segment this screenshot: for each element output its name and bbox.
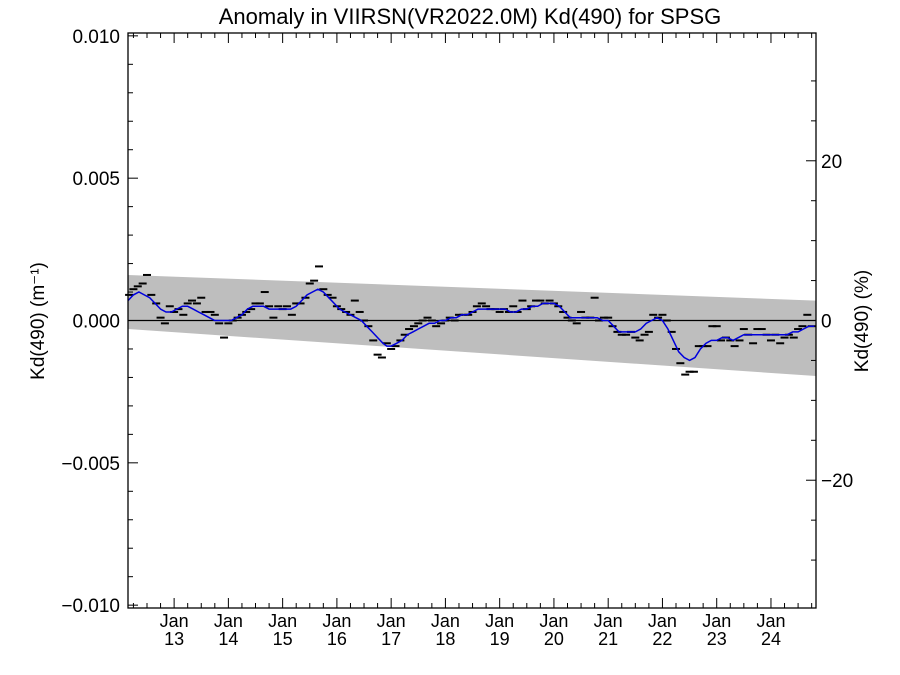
y-tick-label-left: −0.010 [61, 596, 120, 617]
x-tick-label-month: Jan [594, 611, 623, 631]
y-tick-label-left: 0.000 [72, 312, 120, 333]
x-tick-label-year: 13 [164, 629, 184, 649]
y-axis-label-left: Kd(490) (m⁻¹) [28, 262, 49, 380]
y-tick-label-left: 0.010 [72, 27, 120, 48]
y-tick-label-right: −20 [821, 471, 853, 492]
y-tick-label-right: 20 [821, 152, 842, 173]
x-tick-label-month: Jan [756, 611, 785, 631]
x-tick-label-month: Jan [377, 611, 406, 631]
x-tick-label-year: 19 [490, 629, 510, 649]
x-tick-label-year: 14 [218, 629, 238, 649]
x-tick-label-month: Jan [539, 611, 568, 631]
smoothed-line [127, 288, 815, 362]
axes: 0.0100.0050.000−0.005−0.010200−20Jan13Ja… [61, 27, 853, 649]
x-tick-label-year: 22 [652, 629, 672, 649]
x-tick-label-month: Jan [431, 611, 460, 631]
uncertainty-band [128, 274, 816, 377]
x-tick-label-year: 18 [435, 629, 455, 649]
y-tick-label-right: 0 [821, 312, 832, 333]
chart-title: Anomaly in VIIRSN(VR2022.0M) Kd(490) for… [219, 4, 722, 29]
x-tick-label-month: Jan [322, 611, 351, 631]
y-tick-label-left: −0.005 [61, 454, 120, 475]
x-tick-label-year: 20 [544, 629, 564, 649]
x-tick-label-year: 15 [273, 629, 293, 649]
y-tick-label-left: 0.005 [72, 169, 120, 190]
x-tick-label-year: 21 [598, 629, 618, 649]
smoothed-series-line [127, 288, 815, 362]
x-tick-label-month: Jan [214, 611, 243, 631]
x-tick-label-year: 17 [381, 629, 401, 649]
y-axis-label-right: Kd(490) (%) [852, 270, 873, 372]
x-tick-label-month: Jan [268, 611, 297, 631]
band-area [128, 274, 816, 377]
x-tick-label-year: 24 [761, 629, 781, 649]
x-tick-label-year: 16 [327, 629, 347, 649]
x-tick-label-month: Jan [160, 611, 189, 631]
x-tick-label-month: Jan [702, 611, 731, 631]
x-tick-label-month: Jan [485, 611, 514, 631]
x-tick-label-year: 23 [707, 629, 727, 649]
x-tick-label-month: Jan [648, 611, 677, 631]
